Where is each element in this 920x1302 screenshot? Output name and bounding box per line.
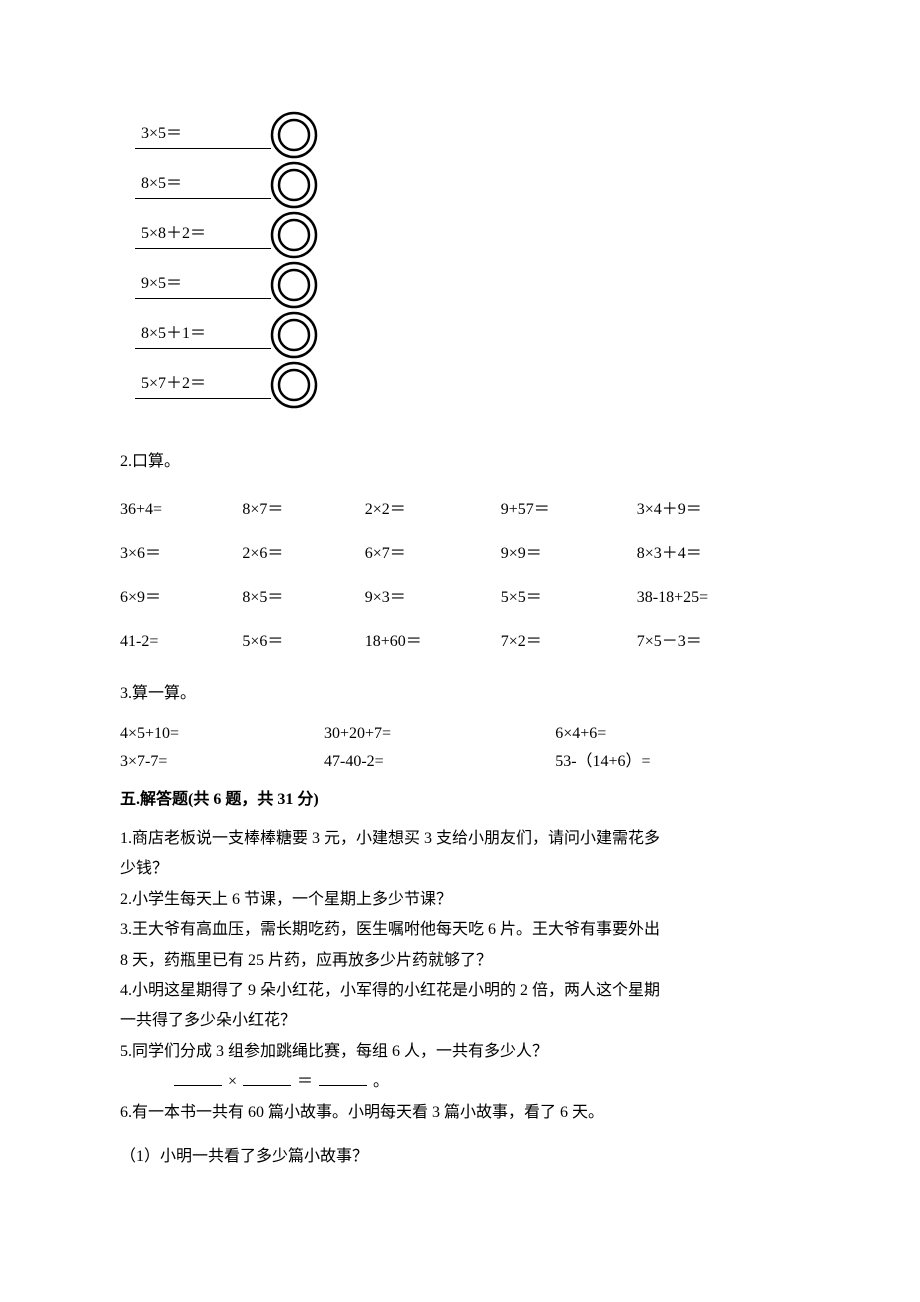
equation-row: 8×5＋1＝ (135, 310, 800, 360)
calc-cell: 8×7＝ (242, 488, 364, 532)
equation-label: 8×5＝ (135, 172, 271, 199)
calc-cell: 6×4+6= (555, 720, 800, 748)
table-row: 36+4=8×7＝2×2＝9+57＝3×4＋9＝ (120, 488, 800, 532)
q5-fill-line: × ＝ 。 (120, 1067, 800, 1097)
calc-cell: 53-（14+6）= (555, 748, 800, 776)
calc-cell: 2×6＝ (242, 532, 364, 576)
section-3-heading: 3.算一算。 (120, 682, 800, 706)
calc-cell: 7×2＝ (501, 620, 637, 664)
q1-line2: 少钱？ (120, 854, 800, 884)
calc-cell: 8×5＝ (242, 576, 364, 620)
answer-circle-icon[interactable] (269, 110, 319, 160)
equation-label: 9×5＝ (135, 272, 271, 299)
q5-line: 5.同学们分成 3 组参加跳绳比赛，每组 6 人，一共有多少人？ (120, 1037, 800, 1067)
calc-cell: 47-40-2= (324, 748, 555, 776)
q6-sub1: （1）小明一共看了多少篇小故事？ (120, 1142, 800, 1172)
answer-circle-icon[interactable] (269, 310, 319, 360)
calc-grid-table: 4×5+10=30+20+7=6×4+6=3×7-7=47-40-2=53-（1… (120, 720, 800, 776)
q3-line2: 8 天，药瓶里已有 25 片药，应再放多少片药就够了？ (120, 946, 800, 976)
fill-blank[interactable] (319, 1069, 367, 1086)
equation-row: 8×5＝ (135, 160, 800, 210)
equation-label: 8×5＋1＝ (135, 322, 271, 349)
calc-cell: 7×5－3＝ (637, 620, 800, 664)
table-row: 3×7-7=47-40-2=53-（14+6）= (120, 748, 800, 776)
answer-circle-icon[interactable] (269, 210, 319, 260)
equation-stack: 3×5＝ 8×5＝ 5×8＋2＝ 9×5＝ 8×5＋1＝ 5×7＋2＝ (135, 110, 800, 410)
section-2-heading: 2.口算。 (120, 450, 800, 474)
table-row: 4×5+10=30+20+7=6×4+6= (120, 720, 800, 748)
calc-cell: 36+4= (120, 488, 242, 532)
answer-circle-icon[interactable] (269, 260, 319, 310)
calc-cell: 3×4＋9＝ (637, 488, 800, 532)
mental-calc-table: 36+4=8×7＝2×2＝9+57＝3×4＋9＝3×6＝2×6＝6×7＝9×9＝… (120, 488, 800, 664)
calc-cell: 6×9＝ (120, 576, 242, 620)
calc-cell: 2×2＝ (365, 488, 501, 532)
calc-cell: 4×5+10= (120, 720, 324, 748)
period-symbol: 。 (373, 1073, 389, 1090)
calc-cell: 5×5＝ (501, 576, 637, 620)
equation-row: 5×7＋2＝ (135, 360, 800, 410)
mental-calc-tbody: 36+4=8×7＝2×2＝9+57＝3×4＋9＝3×6＝2×6＝6×7＝9×9＝… (120, 488, 800, 664)
word-problems: 1.商店老板说一支棒棒糖要 3 元，小建想买 3 支给小朋友们，请问小建需花多 … (120, 824, 800, 1172)
calc-grid-tbody: 4×5+10=30+20+7=6×4+6=3×7-7=47-40-2=53-（1… (120, 720, 800, 776)
calc-cell: 3×6＝ (120, 532, 242, 576)
equation-row: 5×8＋2＝ (135, 210, 800, 260)
calc-cell: 9×9＝ (501, 532, 637, 576)
q6-line: 6.有一本书一共有 60 篇小故事。小明每天看 3 篇小故事，看了 6 天。 (120, 1098, 800, 1128)
q2-line: 2.小学生每天上 6 节课，一个星期上多少节课？ (120, 885, 800, 915)
worksheet-page: 3×5＝ 8×5＝ 5×8＋2＝ 9×5＝ 8×5＋1＝ 5×7＋2＝ 2.口算。 36+… (0, 0, 920, 1302)
fill-blank[interactable] (174, 1069, 222, 1086)
calc-cell: 18+60＝ (365, 620, 501, 664)
calc-cell: 9×3＝ (365, 576, 501, 620)
fill-blank[interactable] (243, 1069, 291, 1086)
calc-cell: 30+20+7= (324, 720, 555, 748)
equals-symbol: ＝ (297, 1073, 313, 1090)
equation-row: 3×5＝ (135, 110, 800, 160)
section-5-title: 五.解答题(共 6 题，共 31 分) (120, 788, 800, 812)
calc-cell: 9+57＝ (501, 488, 637, 532)
times-symbol: × (228, 1073, 237, 1090)
equation-label: 5×7＋2＝ (135, 372, 271, 399)
q4-line2: 一共得了多少朵小红花？ (120, 1006, 800, 1036)
equation-label: 5×8＋2＝ (135, 222, 271, 249)
calc-cell: 3×7-7= (120, 748, 324, 776)
table-row: 41-2=5×6＝18+60＝7×2＝7×5－3＝ (120, 620, 800, 664)
table-row: 6×9＝8×5＝9×3＝5×5＝38-18+25= (120, 576, 800, 620)
q1-line1: 1.商店老板说一支棒棒糖要 3 元，小建想买 3 支给小朋友们，请问小建需花多 (120, 824, 800, 854)
equation-row: 9×5＝ (135, 260, 800, 310)
calc-cell: 5×6＝ (242, 620, 364, 664)
calc-cell: 38-18+25= (637, 576, 800, 620)
equation-label: 3×5＝ (135, 122, 271, 149)
calc-cell: 8×3＋4＝ (637, 532, 800, 576)
calc-cell: 6×7＝ (365, 532, 501, 576)
answer-circle-icon[interactable] (269, 160, 319, 210)
table-row: 3×6＝2×6＝6×7＝9×9＝8×3＋4＝ (120, 532, 800, 576)
calc-cell: 41-2= (120, 620, 242, 664)
answer-circle-icon[interactable] (269, 360, 319, 410)
q4-line1: 4.小明这星期得了 9 朵小红花，小军得的小红花是小明的 2 倍，两人这个星期 (120, 976, 800, 1006)
q3-line1: 3.王大爷有高血压，需长期吃药，医生嘱咐他每天吃 6 片。王大爷有事要外出 (120, 915, 800, 945)
